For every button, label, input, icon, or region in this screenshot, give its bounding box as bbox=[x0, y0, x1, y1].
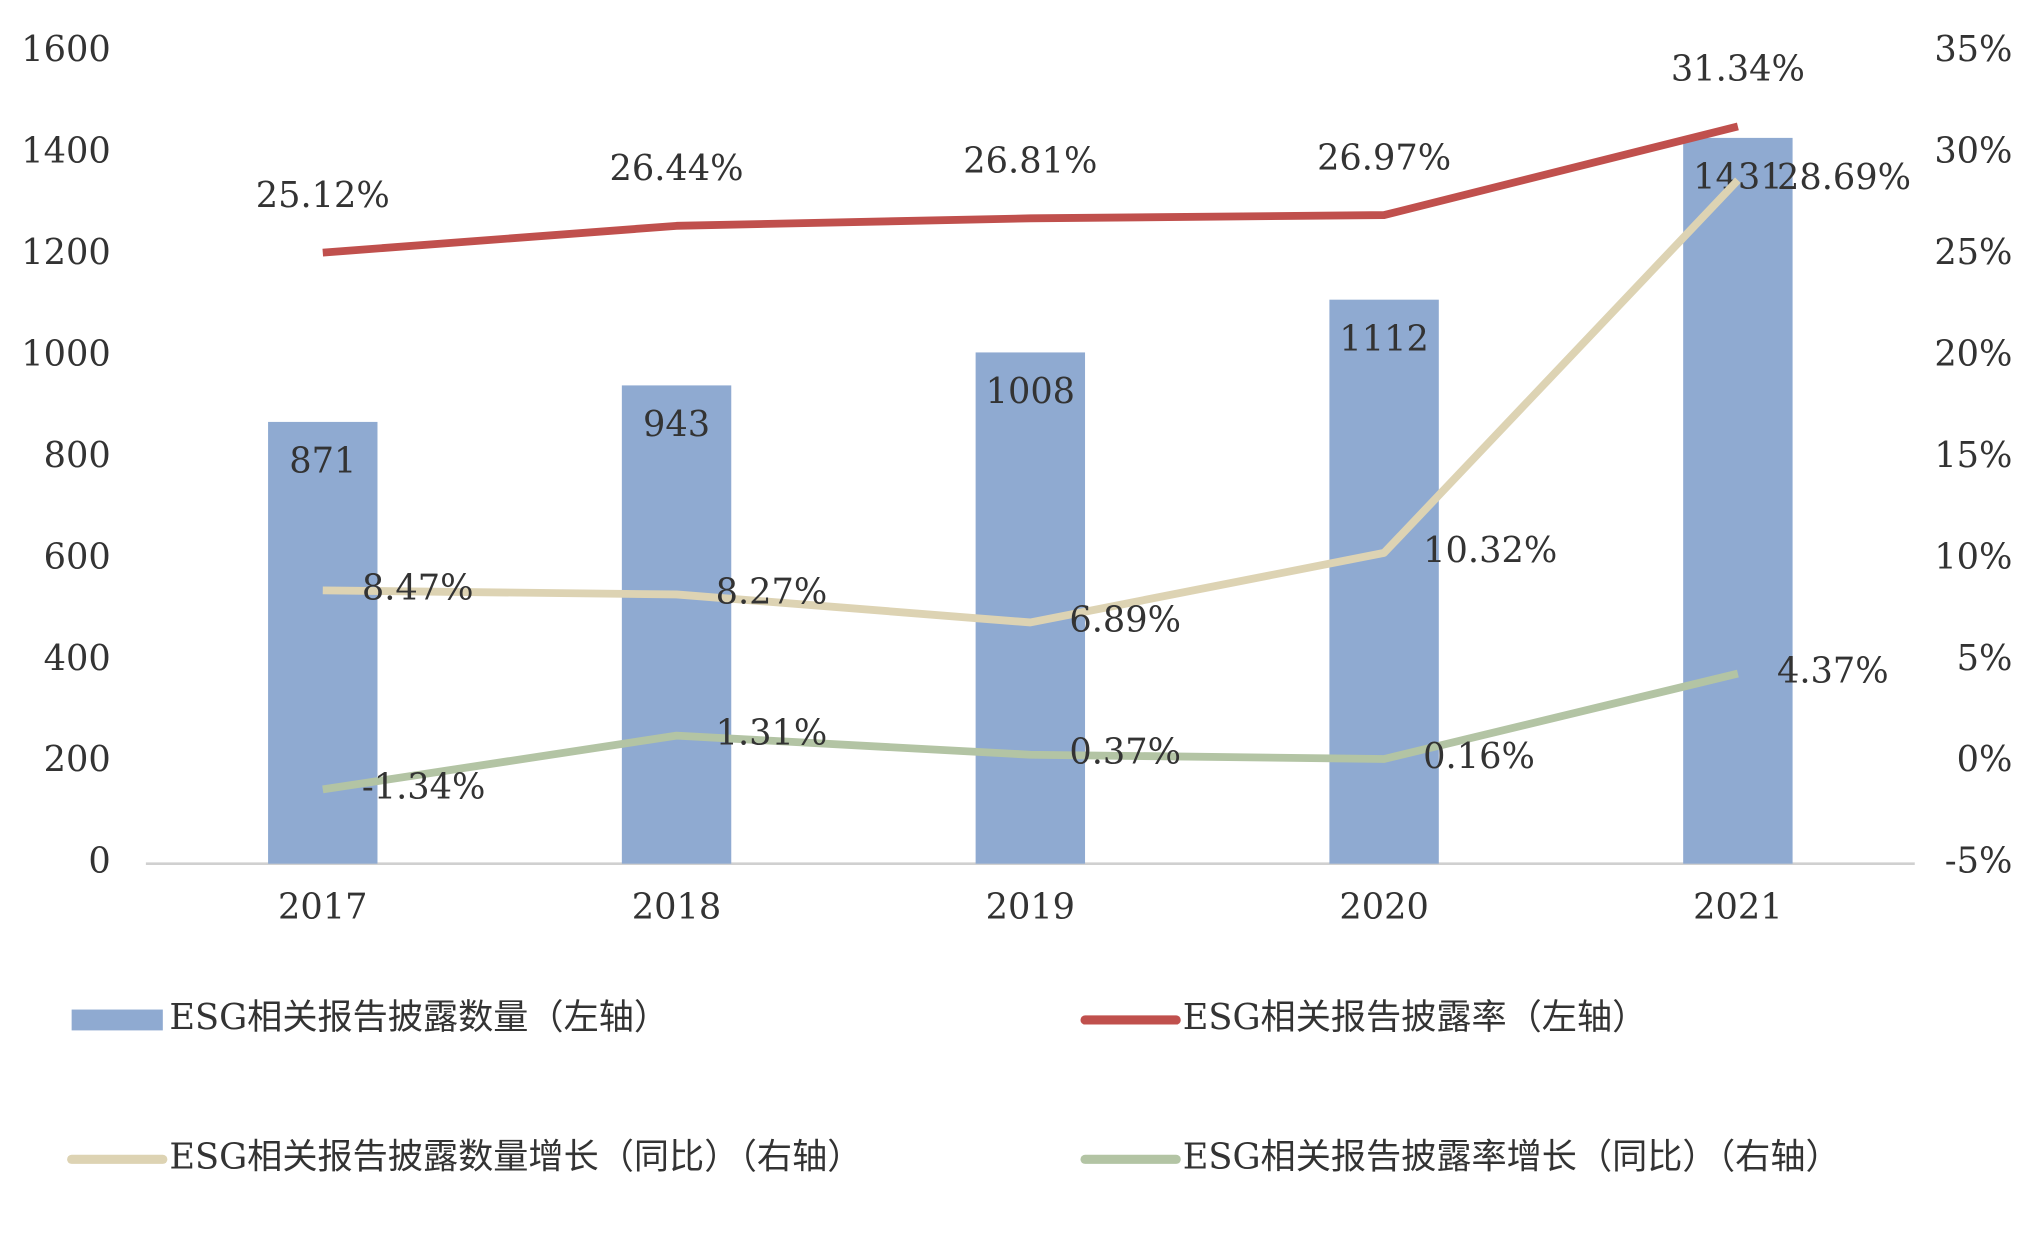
y-tick-label: 800 bbox=[44, 435, 111, 476]
data-label: 1.31% bbox=[716, 713, 828, 754]
legend-label: ESG相关报告披露率增长（同比）（右轴） bbox=[1183, 1136, 1841, 1177]
y-tick-label: 1600 bbox=[21, 29, 110, 70]
data-label: 25.12% bbox=[256, 175, 390, 216]
y2-tick-label: 30% bbox=[1934, 131, 2012, 172]
x-tick-label: 2020 bbox=[1339, 886, 1428, 927]
bar bbox=[975, 352, 1086, 864]
y2-tick-label: 0% bbox=[1957, 739, 2013, 780]
y-tick-label: 600 bbox=[44, 536, 111, 577]
bar-label: 1112 bbox=[1339, 318, 1428, 359]
bar bbox=[621, 385, 732, 864]
data-label: 0.16% bbox=[1423, 736, 1535, 777]
y2-tick-label: 25% bbox=[1934, 232, 2012, 273]
legend-label: ESG相关报告披露数量增长（同比）（右轴） bbox=[169, 1136, 862, 1177]
bar-label: 943 bbox=[643, 404, 710, 445]
y-tick-label: 1000 bbox=[21, 333, 110, 374]
y2-tick-label: 15% bbox=[1934, 435, 2012, 476]
bar-label: 1431 bbox=[1693, 157, 1782, 198]
data-label: 6.89% bbox=[1069, 599, 1181, 640]
data-label: 26.97% bbox=[1317, 137, 1451, 178]
x-tick-label: 2019 bbox=[986, 886, 1075, 927]
y-tick-label: 1400 bbox=[21, 131, 110, 172]
y-tick-label: 1200 bbox=[21, 232, 110, 273]
data-label: 4.37% bbox=[1777, 651, 1889, 692]
line bbox=[322, 177, 1741, 627]
legend-label: ESG相关报告披露率（左轴） bbox=[1183, 997, 1648, 1038]
y2-tick-label: 5% bbox=[1957, 638, 2013, 679]
x-tick-label: 2021 bbox=[1693, 886, 1782, 927]
y2-tick-label: -5% bbox=[1945, 841, 2013, 882]
y-tick-label: 200 bbox=[44, 739, 111, 780]
data-label: 31.34% bbox=[1671, 49, 1805, 90]
data-label: 26.44% bbox=[610, 148, 744, 189]
data-label: 26.81% bbox=[963, 141, 1097, 182]
y-tick-label: 0 bbox=[88, 841, 110, 882]
data-label: 0.37% bbox=[1069, 732, 1181, 773]
data-label: 8.27% bbox=[716, 571, 828, 612]
data-label: -1.34% bbox=[362, 766, 486, 807]
legend-swatch bbox=[71, 1009, 163, 1031]
x-tick-label: 2018 bbox=[632, 886, 721, 927]
x-tick-label: 2017 bbox=[278, 886, 367, 927]
line bbox=[322, 669, 1739, 794]
data-label: 10.32% bbox=[1423, 530, 1557, 571]
bar bbox=[268, 421, 378, 864]
y2-tick-label: 35% bbox=[1934, 29, 2012, 70]
bar-label: 871 bbox=[289, 441, 356, 482]
bar bbox=[1329, 299, 1439, 864]
line bbox=[322, 122, 1739, 257]
legend-label: ESG相关报告披露数量（左轴） bbox=[169, 997, 669, 1038]
y2-tick-label: 20% bbox=[1934, 333, 2012, 374]
data-label: 8.47% bbox=[362, 567, 474, 608]
bar bbox=[1683, 137, 1793, 864]
y-tick-label: 400 bbox=[44, 638, 111, 679]
y2-tick-label: 10% bbox=[1934, 536, 2012, 577]
data-label: 28.69% bbox=[1777, 157, 1911, 198]
bar-label: 1008 bbox=[986, 371, 1075, 412]
